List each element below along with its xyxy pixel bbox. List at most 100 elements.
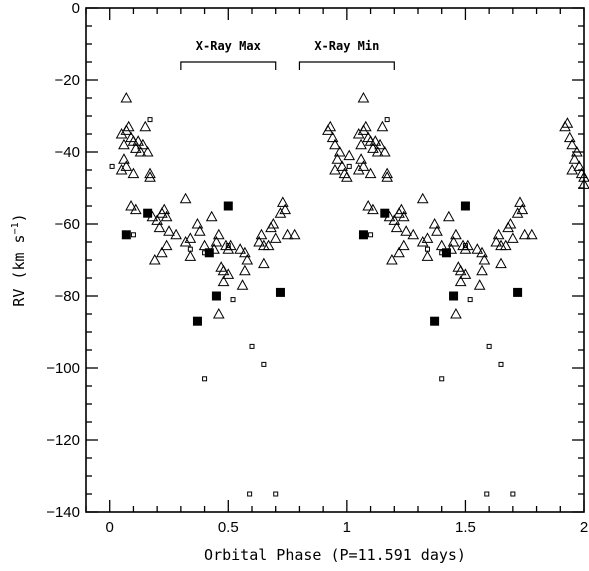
annotation-bracket xyxy=(180,61,277,70)
triangle-marker xyxy=(118,138,130,150)
triangle-marker xyxy=(281,228,294,240)
triangle-marker xyxy=(217,275,230,287)
triangle-marker xyxy=(442,210,455,222)
triangle-marker xyxy=(454,275,467,287)
triangle-marker xyxy=(416,192,429,204)
small-square-marker xyxy=(486,343,492,349)
triangle-marker xyxy=(518,228,531,240)
y-tick-label: −140 xyxy=(46,504,80,521)
triangle-marker xyxy=(234,243,246,254)
triangle-marker xyxy=(525,228,538,240)
triangle-marker xyxy=(118,153,130,164)
triangle-marker xyxy=(447,235,460,247)
small-square-marker xyxy=(249,343,255,349)
triangle-marker xyxy=(378,145,391,157)
triangle-marker xyxy=(504,217,517,229)
triangle-marker xyxy=(352,163,365,175)
triangle-marker xyxy=(495,257,507,269)
triangle-marker xyxy=(239,246,251,258)
triangle-marker xyxy=(288,228,301,240)
small-square-marker xyxy=(510,491,516,497)
triangle-marker xyxy=(193,225,206,236)
triangle-marker xyxy=(514,196,526,207)
filled-square-marker xyxy=(211,291,221,301)
triangle-marker xyxy=(322,124,334,135)
annotation-label: X-Ray Min xyxy=(314,39,379,53)
y-tick-label: −120 xyxy=(46,432,80,449)
axis-tick-labels: 0 0.5 1 1.5 2 0 −20 −40 −60 −80 −100 −120 −140 xyxy=(46,0,588,536)
triangle-marker xyxy=(120,91,133,103)
triangle-marker xyxy=(269,232,282,243)
triangle-marker xyxy=(343,149,356,161)
triangle-marker xyxy=(148,253,161,265)
triangle-marker xyxy=(236,279,249,290)
triangle-marker xyxy=(137,138,149,150)
triangle-marker xyxy=(393,246,405,258)
small-square-marker xyxy=(462,243,468,249)
filled-square-marker xyxy=(449,291,459,301)
y-axis-title-close: ) xyxy=(10,213,28,222)
x-tick-label: 1 xyxy=(343,519,351,536)
small-square-marker xyxy=(439,376,445,382)
small-square-marker xyxy=(109,163,115,169)
small-square-marker xyxy=(202,376,208,382)
small-square-marker xyxy=(225,243,231,249)
triangle-marker xyxy=(381,171,394,182)
triangle-marker xyxy=(329,138,341,150)
triangle-marker xyxy=(573,160,586,171)
triangle-marker xyxy=(563,131,576,143)
triangle-marker xyxy=(559,120,571,132)
x-tick-label: 1.5 xyxy=(455,519,476,536)
triangle-marker xyxy=(144,167,156,179)
triangle-marker xyxy=(184,250,197,261)
triangle-marker xyxy=(210,235,223,247)
triangle-marker xyxy=(276,196,289,207)
triangle-marker xyxy=(127,167,140,179)
filled-square-marker xyxy=(143,208,153,218)
filled-square-marker xyxy=(430,316,440,326)
triangle-marker xyxy=(224,239,237,251)
triangle-marker xyxy=(376,120,389,132)
triangle-marker xyxy=(170,228,182,240)
filled-square-marker xyxy=(204,248,214,258)
triangle-marker xyxy=(279,203,292,215)
triangle-marker xyxy=(331,153,344,164)
triangle-marker xyxy=(578,178,589,189)
triangle-marker xyxy=(400,225,412,236)
small-square-marker xyxy=(346,163,352,169)
y-tick-label: −80 xyxy=(55,288,80,305)
small-square-marker xyxy=(187,246,193,252)
triangle-marker xyxy=(258,257,270,269)
filled-square-marker xyxy=(192,316,202,326)
data-points xyxy=(109,91,589,497)
y-tick-label: −40 xyxy=(55,144,80,161)
triangle-marker xyxy=(212,228,225,240)
y-axis-title-main: RV (km s xyxy=(10,234,28,306)
triangle-marker xyxy=(357,91,370,103)
triangle-marker xyxy=(461,239,474,251)
annotations: X-Ray Max X-Ray Min xyxy=(180,39,395,70)
triangle-marker xyxy=(478,253,491,265)
triangle-marker xyxy=(566,163,578,175)
small-square-marker xyxy=(273,491,279,497)
triangle-marker xyxy=(395,203,408,215)
triangle-marker xyxy=(459,268,472,279)
triangle-marker xyxy=(397,239,410,251)
triangle-marker xyxy=(326,131,339,143)
filled-square-marker xyxy=(380,208,390,218)
triangle-marker xyxy=(357,160,370,171)
triangle-marker xyxy=(153,221,166,233)
triangle-marker xyxy=(371,145,384,157)
triangle-marker xyxy=(578,171,589,182)
triangle-marker xyxy=(352,127,365,139)
triangle-marker xyxy=(568,153,581,164)
small-square-marker xyxy=(130,232,136,238)
triangle-marker xyxy=(362,199,375,211)
small-square-marker xyxy=(498,361,504,367)
filled-square-marker xyxy=(275,287,285,297)
triangle-marker xyxy=(374,138,386,150)
triangle-marker xyxy=(191,217,204,229)
triangle-marker xyxy=(571,145,583,157)
triangle-marker xyxy=(151,214,163,225)
triangle-marker xyxy=(239,264,251,276)
